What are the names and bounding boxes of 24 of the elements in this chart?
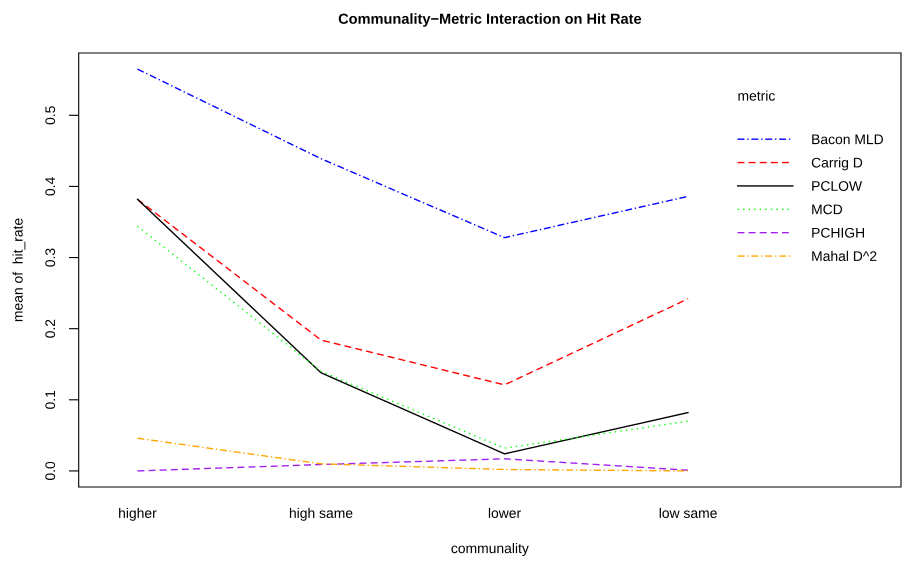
legend-label: Bacon MLD bbox=[812, 134, 884, 144]
x-tick-label: low same bbox=[660, 508, 717, 518]
x-axis-title: communality bbox=[451, 543, 529, 556]
line-series bbox=[136, 458, 689, 472]
x-tick-label: high same bbox=[290, 508, 352, 521]
y-tick-label: 0.4 bbox=[45, 177, 56, 196]
line-series bbox=[136, 68, 689, 238]
legend-label: PCHIGH bbox=[812, 228, 864, 238]
y-tick-label: 0.0 bbox=[45, 462, 56, 480]
legend-label: Mahal D^2 bbox=[812, 250, 876, 262]
line-series bbox=[136, 438, 689, 472]
x-tick-label: lower bbox=[488, 508, 521, 518]
x-tick-label: higher bbox=[119, 508, 157, 521]
legend-label: PCLOW bbox=[812, 181, 862, 191]
y-axis-title: mean of hit_rate bbox=[12, 218, 26, 322]
legend-title: metric bbox=[738, 90, 775, 101]
y-tick-label: 0.5 bbox=[45, 106, 56, 124]
y-tick-label: 0.3 bbox=[45, 248, 56, 267]
line-series bbox=[136, 198, 689, 386]
legend-label: MCD bbox=[812, 204, 842, 214]
legend-label: Carrig D bbox=[812, 157, 862, 170]
chart-title: Communality−Metric Interaction on Hit Rate bbox=[338, 13, 642, 27]
y-tick-label: 0.1 bbox=[45, 390, 56, 409]
y-tick-label: 0.2 bbox=[45, 320, 56, 338]
